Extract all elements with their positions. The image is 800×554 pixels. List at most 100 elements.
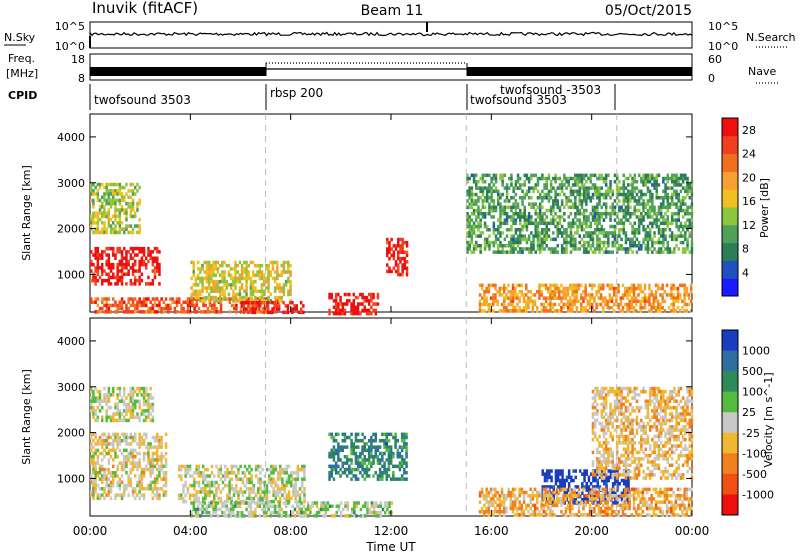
vel-cell xyxy=(125,487,128,491)
vel-cell xyxy=(164,471,168,475)
power-cell xyxy=(544,306,548,310)
vel-cell xyxy=(295,504,299,508)
power-cell xyxy=(566,306,570,310)
power-cell xyxy=(600,205,603,210)
power-cell xyxy=(494,208,498,213)
vel-cell xyxy=(394,464,397,469)
power-cell xyxy=(498,286,502,291)
vel-cell xyxy=(153,477,157,481)
vel-cell xyxy=(365,464,369,469)
vel-cell xyxy=(292,471,295,475)
power-cell xyxy=(140,310,144,314)
vel-cell xyxy=(180,493,183,497)
vel-cell xyxy=(330,474,333,478)
power-cell xyxy=(116,275,119,280)
power-cell xyxy=(582,186,586,190)
power-cell xyxy=(585,221,588,226)
vel-cell xyxy=(109,483,113,488)
power-cell xyxy=(618,218,621,222)
power-cell xyxy=(116,246,119,251)
vel-cell xyxy=(158,455,161,459)
vel-cell xyxy=(226,483,229,488)
power-cell xyxy=(611,205,614,210)
power-cell xyxy=(490,196,493,200)
power-cell xyxy=(538,231,542,235)
vel-cell xyxy=(337,451,340,456)
power-cell xyxy=(596,240,599,245)
power-cell xyxy=(666,205,669,210)
power-cell xyxy=(657,283,660,288)
power-cell xyxy=(487,306,491,310)
power-cell xyxy=(558,215,562,219)
power-cell xyxy=(542,296,546,300)
power-cell xyxy=(129,253,133,257)
power-cell xyxy=(651,192,654,197)
power-cell xyxy=(650,290,653,294)
power-cell xyxy=(549,208,553,213)
power-cell xyxy=(245,273,248,277)
power-cell xyxy=(101,250,104,254)
power-cell xyxy=(600,247,603,251)
vel-cell xyxy=(194,510,198,515)
vel-cell xyxy=(292,490,295,494)
power-cell xyxy=(131,205,135,209)
vel-cell xyxy=(215,464,218,469)
power-cell xyxy=(496,290,499,294)
power-cell xyxy=(556,221,559,226)
power-cell xyxy=(134,224,137,228)
vel-cell xyxy=(109,471,113,475)
vel-cell xyxy=(403,435,406,440)
power-cell xyxy=(569,306,572,310)
power-cell xyxy=(367,308,371,313)
vel-cell xyxy=(554,478,558,483)
vel-cell xyxy=(162,464,166,469)
vel-cell xyxy=(156,455,159,459)
power-cell xyxy=(478,293,482,297)
vel-cell xyxy=(400,445,404,449)
power-cell xyxy=(530,205,533,210)
power-cell xyxy=(665,283,669,288)
vel-cell xyxy=(370,439,373,443)
power-cell xyxy=(509,309,513,313)
power-cell xyxy=(653,221,656,226)
vel-cell xyxy=(403,439,406,443)
vel-cell xyxy=(118,412,122,416)
power-cell xyxy=(153,272,157,276)
vel-cell xyxy=(359,461,362,465)
power-cell xyxy=(131,310,135,314)
vel-cell xyxy=(372,474,375,478)
power-cell xyxy=(629,205,632,210)
vel-cell xyxy=(96,418,100,423)
vel-cell xyxy=(134,402,137,407)
power-cell xyxy=(466,212,469,216)
power-cell xyxy=(138,282,141,286)
vel-cell xyxy=(292,493,295,497)
power-cell xyxy=(630,283,634,288)
power-cell xyxy=(370,295,373,300)
power-cell xyxy=(642,237,645,242)
power-cell xyxy=(552,205,555,210)
power-cell xyxy=(257,297,260,301)
power-cell xyxy=(479,189,482,194)
vel-cell xyxy=(193,480,196,485)
power-cell xyxy=(276,295,279,300)
power-cell xyxy=(475,186,478,190)
power-cell xyxy=(602,192,606,197)
power-cell xyxy=(251,286,255,290)
power-cell xyxy=(632,286,636,291)
power-cell xyxy=(653,183,656,187)
power-cell xyxy=(519,218,522,222)
power-cell xyxy=(116,182,119,187)
power-cell xyxy=(483,224,487,229)
power-cell xyxy=(116,208,119,212)
power-cell xyxy=(651,240,654,245)
power-cell xyxy=(240,263,244,268)
vel-cell xyxy=(92,451,95,456)
power-cell xyxy=(527,218,531,222)
vel-cell xyxy=(158,464,161,469)
vel-cell xyxy=(232,501,235,505)
power-cell xyxy=(609,224,612,229)
power-cell xyxy=(112,198,115,203)
power-cell xyxy=(573,299,576,304)
power-cell xyxy=(249,307,252,311)
